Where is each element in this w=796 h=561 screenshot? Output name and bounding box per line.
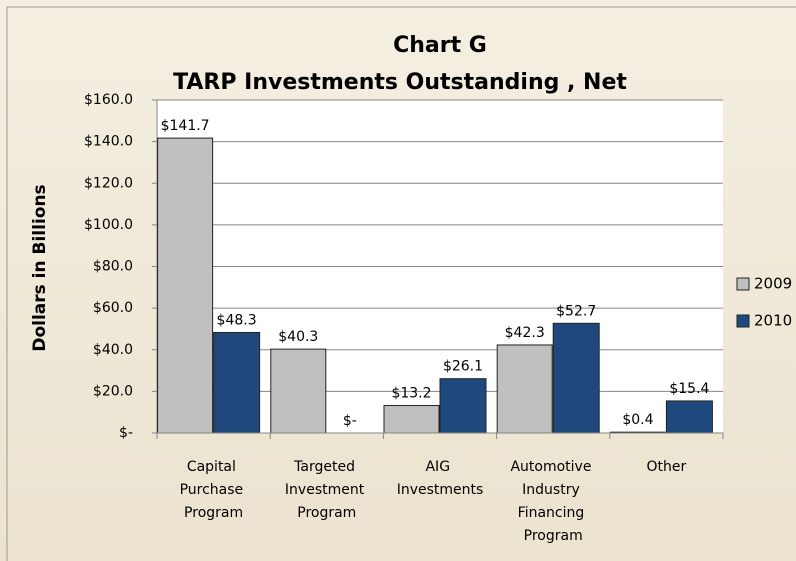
data-label: $0.4 [622,412,653,428]
y-tick-label: $20.0 [93,383,133,399]
chart-title: Chart G [393,33,487,58]
y-tick-label: $80.0 [93,259,133,275]
data-label: $13.2 [391,386,431,402]
y-tick-label: $160.0 [84,92,133,108]
bar [383,405,440,434]
data-label: $42.3 [505,325,545,341]
y-tick-label: $100.0 [84,217,133,233]
data-label: $26.1 [443,359,483,375]
y-tick-label: $120.0 [84,175,133,191]
x-tick-label: Automotive Industry Financing Program [510,459,595,544]
bar [665,400,713,434]
bar [157,137,214,434]
y-tick-label: $140.0 [84,134,133,150]
legend-label: 2010 [754,312,792,330]
legend-swatch [736,277,750,291]
data-label: $141.7 [161,118,210,134]
y-axis-label: Dollars in Billions [30,184,50,351]
legend-label: 2009 [754,275,792,293]
data-label: $52.7 [556,303,596,319]
x-tick-label: Other [647,459,687,475]
bar [270,348,327,434]
bar [213,331,261,434]
chart-border [6,6,796,561]
x-tick-label: Targeted Investment Program [285,459,369,521]
y-tick-label: $40.0 [93,342,133,358]
legend-swatch [736,314,750,328]
data-label: $15.4 [669,381,709,397]
y-tick-label: $- [119,425,133,441]
x-tick-label: Capital Purchase Program [180,459,248,521]
chart-subtitle: TARP Investments Outstanding , Net [173,70,627,95]
data-label: $40.3 [278,329,318,345]
x-tick-label: AIG Investments [397,459,484,498]
bar [552,322,600,434]
bar [439,378,487,434]
bar [496,344,553,434]
y-tick-label: $60.0 [93,300,133,316]
data-label: $- [343,413,357,429]
data-label: $48.3 [217,312,257,328]
